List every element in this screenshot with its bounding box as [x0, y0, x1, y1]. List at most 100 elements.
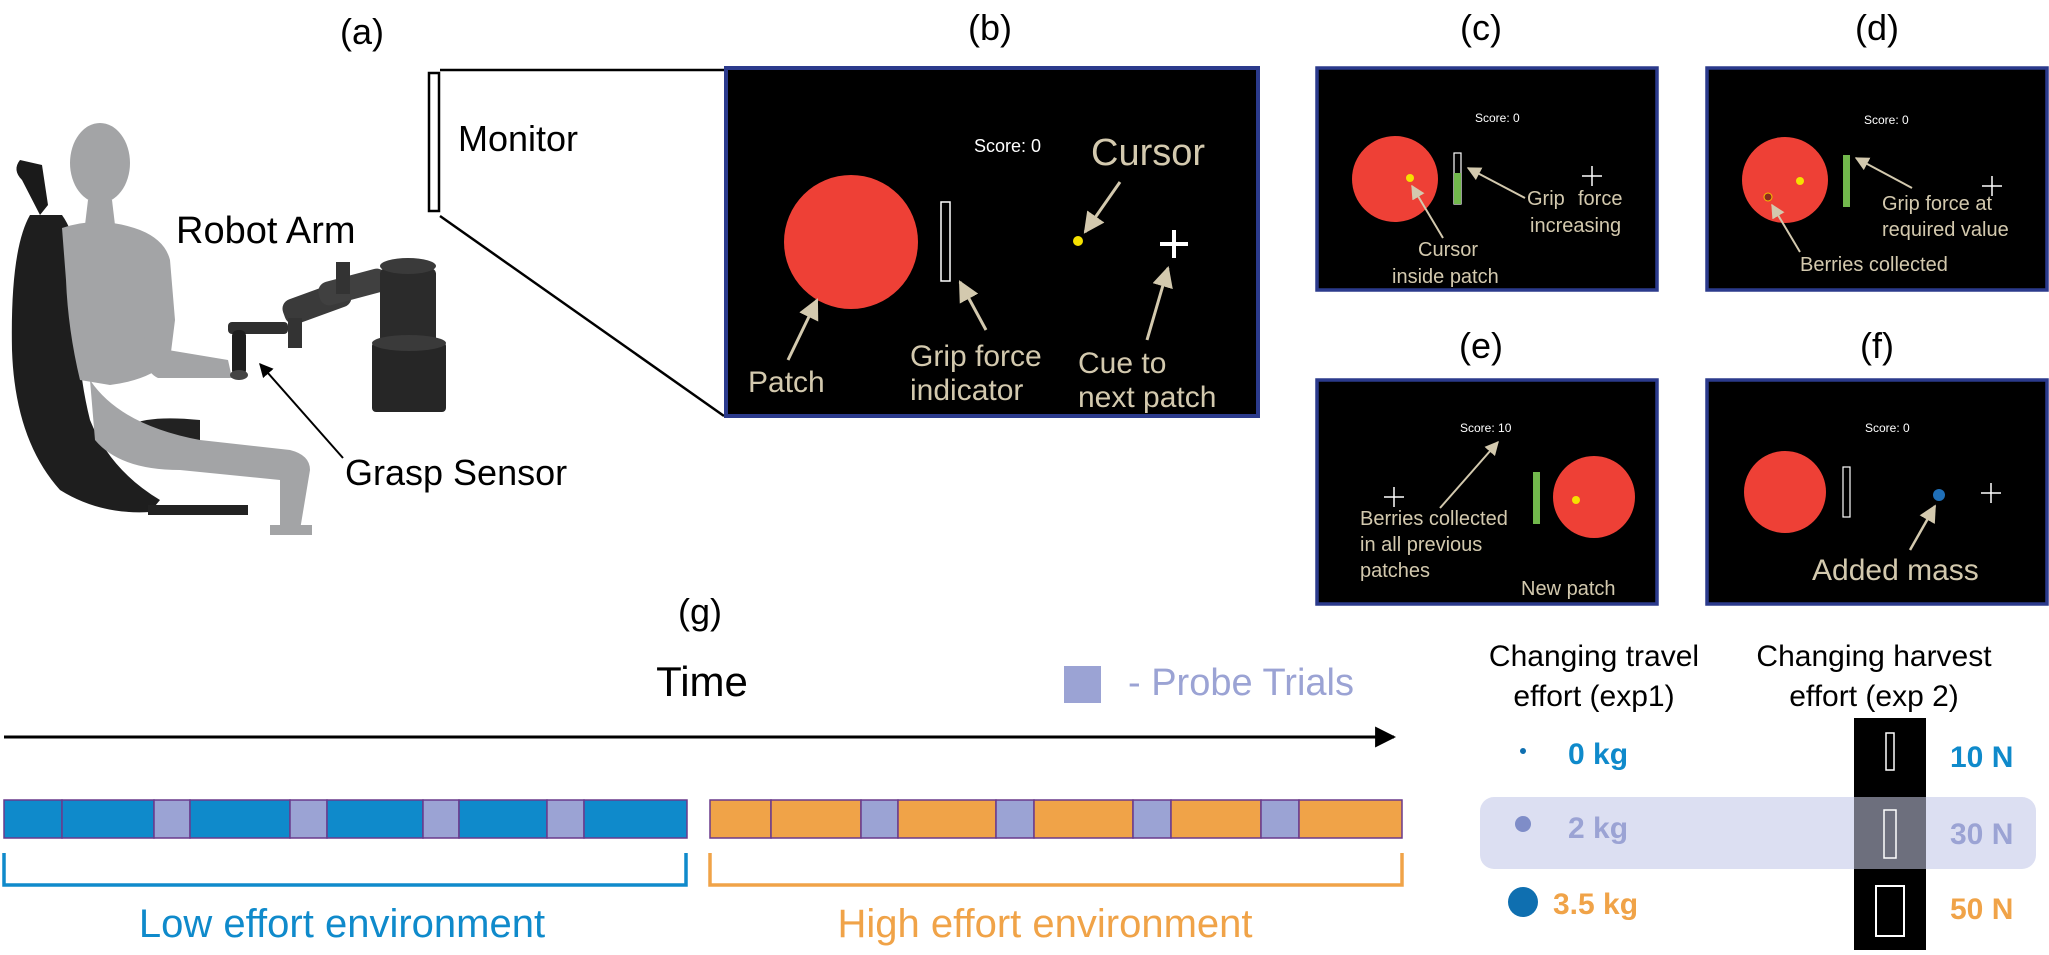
panel-c-label: (c) [1460, 7, 1502, 48]
low-effort-trial-bar [3, 799, 688, 839]
panel-e-berries-line3: patches [1360, 560, 1430, 582]
panel-c-grip-arrow [1466, 167, 1526, 199]
high-trial-block-0 [709, 799, 772, 839]
panel-e-grip-fill [1533, 472, 1540, 524]
grip-arrow [958, 280, 988, 331]
person-icon [62, 123, 312, 535]
high-trial-block-1 [770, 799, 862, 839]
panel-f-grip-indicator [1842, 466, 1851, 518]
harvest-indicator-probe-cell [1854, 797, 1926, 869]
grip-label-line2: indicator [910, 374, 1023, 407]
panel-c-cue-cross-icon [1582, 166, 1602, 186]
low-trial-block-3 [189, 799, 291, 839]
grip-30N-icon [1883, 809, 1897, 859]
panel-b: (b) Score: 0 Cursor Patch Grip force ind… [724, 7, 1260, 418]
panel-f: (f) Score: 0 Added mass [1705, 325, 2049, 606]
low-probe-block-6 [422, 799, 460, 839]
high-effort-label: High effort environment [837, 902, 1252, 946]
row2-force: 30 N [1950, 818, 2013, 851]
row1-mass: 0 kg [1568, 738, 1628, 771]
high-trial-block-9 [1298, 799, 1403, 839]
high-trial-block-3 [897, 799, 997, 839]
harvest-header-line2: effort (exp 2) [1789, 680, 1959, 713]
mass-3.5kg-dot [1508, 887, 1538, 917]
low-probe-block-4 [289, 799, 328, 839]
added-mass-label: Added mass [1812, 554, 1979, 587]
high-trial-block-7 [1170, 799, 1262, 839]
travel-header-line1: Changing travel [1489, 640, 1699, 673]
travel-header-line2: effort (exp1) [1513, 680, 1674, 713]
panel-d-score: Score: 0 [1864, 113, 1909, 127]
added-mass-arrow [1908, 504, 1937, 551]
grip-50N-icon [1875, 885, 1905, 937]
panel-d-grip-fill [1843, 155, 1850, 207]
cue-cross-icon [1160, 230, 1188, 258]
panel-c-grip-fill [1454, 173, 1461, 204]
panel-c-cursor [1406, 174, 1414, 182]
high-probe-block-4 [995, 799, 1035, 839]
low-probe-block-8 [546, 799, 585, 839]
high-probe-block-6 [1132, 799, 1172, 839]
panel-c-cursor-line2: inside patch [1392, 266, 1499, 288]
added-mass-dot [1933, 489, 1945, 501]
cursor-dot [1073, 236, 1083, 246]
low-trial-block-9 [583, 799, 688, 839]
high-trial-block-5 [1033, 799, 1134, 839]
panel-d-berries-label: Berries collected [1800, 254, 1948, 276]
panel-f-patch [1744, 451, 1826, 533]
grip-force-indicator [940, 201, 951, 282]
panel-e-cue-cross-icon [1384, 487, 1404, 507]
panel-f-score: Score: 0 [1865, 421, 1910, 435]
monitor-label: Monitor [458, 118, 578, 159]
grasp-sensor-arrow [259, 362, 344, 459]
patch-label: Patch [748, 366, 825, 399]
high-probe-block-8 [1260, 799, 1300, 839]
grip-10N-icon [1885, 732, 1895, 771]
zoom-line-bottom [439, 214, 725, 418]
monitor-icon [427, 71, 441, 213]
panel-e: (e) Score: 10 Berries collected in all p… [1315, 325, 1659, 606]
panel-d-label: (d) [1855, 7, 1899, 48]
panel-c-score: Score: 0 [1475, 111, 1520, 125]
robot-arm-icon [228, 258, 446, 412]
panel-c-cursor-arrow [1411, 184, 1444, 239]
panel-c-grip-line2: force [1578, 188, 1622, 210]
cue-label-line2: next patch [1078, 381, 1216, 414]
high-effort-bracket [708, 853, 1404, 887]
panel-a-label: (a) [340, 11, 384, 52]
row3-force: 50 N [1950, 893, 2013, 926]
low-trial-block-5 [326, 799, 424, 839]
grasp-sensor-label: Grasp Sensor [345, 452, 567, 493]
probe-legend-swatch [1064, 666, 1101, 703]
new-patch-circle [1553, 456, 1635, 538]
panel-e-berries-line2: in all previous [1360, 534, 1482, 556]
panel-e-berries-line1: Berries collected [1360, 508, 1508, 530]
row1-force: 10 N [1950, 741, 2013, 774]
panel-b-score: Score: 0 [974, 136, 1041, 156]
panel-c: (c) Score: 0 Grip force increasing Curso… [1315, 7, 1659, 292]
low-effort-label: Low effort environment [139, 902, 545, 946]
panel-e-new-patch-label: New patch [1521, 578, 1616, 600]
robot-arm-label: Robot Arm [176, 210, 356, 252]
panel-d-grip-line1: Grip force at [1882, 193, 1992, 215]
panel-b-label: (b) [968, 7, 1012, 48]
low-effort-bracket [2, 853, 688, 887]
patch-circle [784, 175, 918, 309]
low-trial-block-0 [3, 799, 63, 839]
panel-d-patch [1742, 137, 1828, 223]
harvest-header-line1: Changing harvest [1756, 640, 1992, 673]
high-probe-block-2 [860, 799, 899, 839]
panel-e-berries-arrow [1439, 440, 1499, 509]
berries-collected-icon [1763, 192, 1773, 202]
cue-arrow [1145, 265, 1173, 341]
low-trial-block-1 [61, 799, 155, 839]
mass-2kg-dot [1515, 816, 1531, 832]
panel-d-berries-arrow [1771, 203, 1801, 253]
panel-c-patch [1352, 136, 1438, 222]
time-label: Time [656, 658, 748, 705]
probe-legend-label: - Probe Trials [1128, 662, 1354, 704]
panel-e-score: Score: 10 [1460, 421, 1512, 435]
panel-e-cursor [1572, 496, 1580, 504]
panel-d-grip-line2: required value [1882, 219, 2009, 241]
